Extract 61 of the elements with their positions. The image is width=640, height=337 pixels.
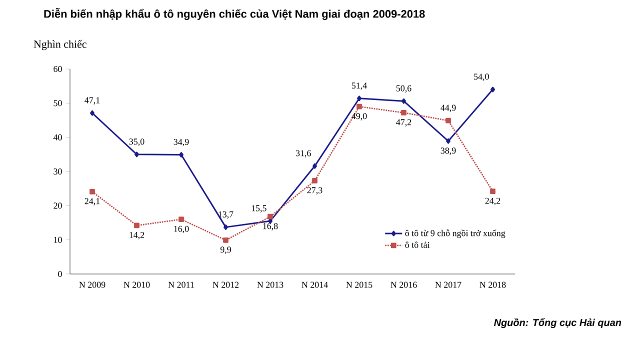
point [402, 98, 406, 104]
x-tick-label: N 2014 [302, 282, 328, 288]
x-tick-label: N 2013 [257, 282, 284, 288]
text: Nguồn: Tổng cục Hải quan [494, 318, 622, 328]
data-label: 31,6 [296, 150, 311, 158]
point [223, 237, 228, 243]
x-tick-label: N 2016 [390, 282, 417, 288]
data-label: 47,1 [84, 97, 100, 105]
y-tick-label: 40 [53, 134, 62, 140]
data-label: 50,6 [396, 85, 412, 93]
point [134, 152, 139, 158]
point [356, 104, 362, 110]
x-tick-label: N 2009 [79, 282, 106, 288]
data-label: 15,5 [252, 205, 266, 213]
y-tick-label: 60 [54, 66, 62, 72]
point [178, 216, 184, 222]
point [401, 110, 406, 116]
x-tick-label: N 2012 [212, 282, 239, 288]
point [90, 110, 94, 116]
y-tick-label: 0 [58, 270, 62, 278]
data-label: 47,2 [396, 119, 412, 127]
point [134, 222, 140, 228]
y-axis-title: Nghìn chiếc [34, 40, 86, 50]
point [312, 178, 318, 184]
data-label: 24,1 [84, 198, 100, 206]
data-label: 54,0 [474, 74, 489, 81]
point [179, 152, 184, 158]
point [312, 163, 317, 169]
point [446, 138, 450, 144]
data-label: 16,8 [263, 223, 278, 230]
x-tick-label: N 2015 [346, 282, 372, 288]
point [490, 188, 496, 194]
legend-label: ô tô tải [405, 242, 430, 248]
data-label: 24,2 [485, 198, 500, 206]
point [224, 224, 228, 230]
chart-title: Diễn biến nhập khẩu ô tô nguyên chiếc của Việt Nam giai đoạn 2009-2018 [44, 8, 425, 20]
point [90, 188, 95, 194]
data-label: 38,9 [440, 148, 456, 155]
y-tick-label: 30 [54, 168, 62, 175]
data-label: 34,9 [174, 138, 189, 146]
point [446, 118, 451, 124]
y-tick-label: 20 [54, 202, 62, 209]
legend-label: ô tô từ 9 chỗ ngồi trở xuống [405, 229, 506, 238]
data-label: 14,2 [130, 232, 144, 240]
y-tick-label: 50 [54, 100, 62, 106]
point [490, 86, 495, 92]
x-tick-label: N 2010 [124, 282, 150, 288]
data-label: 27,3 [307, 187, 322, 195]
y-tick-label: 10 [54, 236, 62, 243]
x-tick-label: N 2017 [435, 282, 462, 288]
data-label: 35,0 [129, 138, 144, 146]
point [268, 214, 273, 220]
data-label: 44,9 [440, 104, 456, 112]
x-tick-label: N 2018 [480, 282, 506, 288]
data-label: 9,9 [220, 246, 231, 254]
x-tick-label: N 2011 [168, 282, 194, 288]
data-label: 49,0 [352, 113, 367, 120]
data-label: 16,0 [174, 226, 189, 234]
data-label: 51,4 [352, 82, 367, 90]
data-label: 13,7 [218, 211, 234, 219]
point [357, 96, 362, 102]
